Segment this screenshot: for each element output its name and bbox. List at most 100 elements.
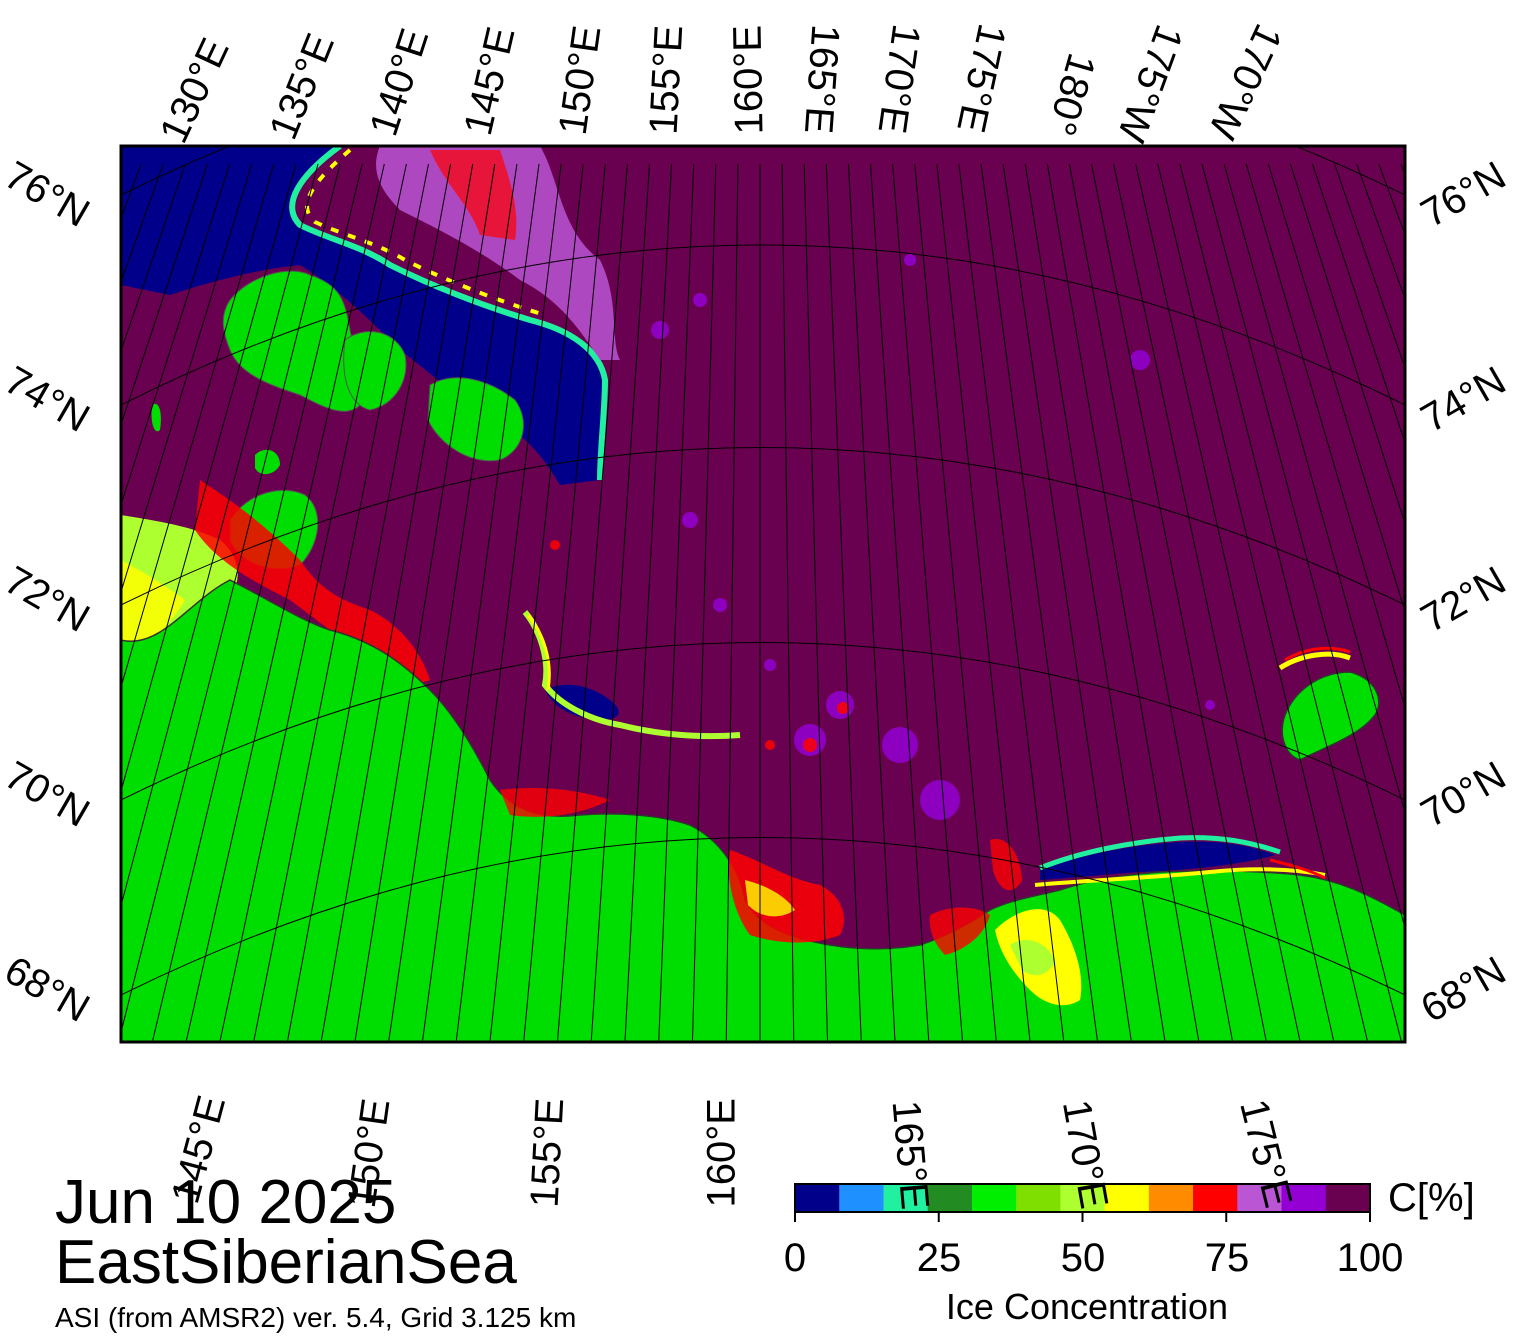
meridian-line bbox=[958, 163, 1065, 1042]
bottom-lon-label: 155°E bbox=[522, 1097, 573, 1209]
meridian-line bbox=[980, 163, 1099, 1042]
coastal-ice-pevek bbox=[929, 907, 990, 955]
meridian-line bbox=[121, 163, 297, 793]
meridian-line bbox=[121, 163, 341, 1035]
wrangel-island bbox=[1281, 671, 1380, 761]
bottom-lon-label: 160°E bbox=[699, 1098, 744, 1208]
colorbar-swatch bbox=[1104, 1184, 1150, 1212]
colorbar-swatch bbox=[971, 1184, 1017, 1212]
meridian-line bbox=[1002, 163, 1132, 1042]
meridian-line bbox=[936, 163, 1031, 1042]
meridian-line bbox=[1334, 163, 1405, 370]
pack-ice-red-north bbox=[430, 150, 517, 240]
meridian-line bbox=[590, 163, 650, 1042]
colorbar-swatch bbox=[1016, 1184, 1061, 1212]
colorbar bbox=[794, 1183, 1371, 1222]
coastal-ice-1000 bbox=[990, 839, 1022, 891]
ice-edge-northwest-warm bbox=[305, 148, 546, 317]
meridian-line bbox=[388, 163, 518, 1042]
meridian-line bbox=[121, 163, 319, 908]
meridian-line bbox=[286, 163, 452, 1042]
meridian-line bbox=[151, 163, 363, 1042]
meridian-line bbox=[1024, 163, 1166, 1042]
ice-streak-central bbox=[545, 684, 619, 720]
colorbar-swatch bbox=[1193, 1184, 1238, 1212]
ice-streak-central-edge bbox=[522, 610, 741, 740]
wrangel-island-ice bbox=[1278, 651, 1351, 671]
coastal-ice-kolyma bbox=[500, 788, 610, 817]
colorbar-tick-label: 100 bbox=[1336, 1236, 1404, 1280]
meridian-line bbox=[121, 163, 231, 507]
meridian-line bbox=[691, 163, 717, 1042]
faddeyevsky-island bbox=[343, 331, 407, 411]
colorbar-title: Ice Concentration bbox=[945, 1286, 1229, 1327]
meridian-line bbox=[489, 163, 584, 1042]
ice-edge-northwest bbox=[289, 146, 609, 481]
meridian-line bbox=[781, 163, 795, 1042]
top-lon-label: 160°E bbox=[725, 24, 772, 135]
colorbar-swatch bbox=[1148, 1184, 1194, 1212]
coastal-ice-bay-east-green bbox=[1010, 940, 1055, 976]
latitude-lines bbox=[121, 146, 1405, 996]
colorbar-tick-label: 50 bbox=[1060, 1236, 1106, 1280]
source-label: ASI (from AMSR2) ver. 5.4, Grid 3.125 km bbox=[55, 1302, 577, 1333]
ice-belt-east-red bbox=[1269, 858, 1326, 880]
meridian-line bbox=[1312, 163, 1405, 445]
top-lon-label: 155°E bbox=[641, 24, 692, 136]
meridian-line bbox=[121, 163, 186, 353]
ice-streak-central-yellow bbox=[526, 614, 551, 691]
meridian-line bbox=[1091, 163, 1267, 1042]
colorbar-swatch bbox=[1237, 1184, 1283, 1212]
meridian-line bbox=[1223, 163, 1405, 815]
colorbar-tick-label: 75 bbox=[1204, 1236, 1250, 1280]
ice-belt-east-yellow bbox=[1034, 867, 1326, 887]
colorbar-tick-label: 0 bbox=[783, 1236, 807, 1280]
meridian-line bbox=[658, 163, 695, 1042]
region-label: EastSiberianSea bbox=[55, 1228, 517, 1297]
coastal-ice-west-yellow bbox=[121, 560, 185, 660]
meridian-line bbox=[455, 163, 562, 1042]
small-islet-1 bbox=[255, 449, 280, 475]
pack-ice-patches-north bbox=[376, 146, 620, 360]
meridian-line bbox=[1113, 163, 1301, 1042]
top-lon-label: 165°E bbox=[795, 23, 848, 136]
meridian-line bbox=[556, 163, 628, 1042]
meridian-line bbox=[1245, 163, 1405, 710]
meridian-line bbox=[121, 163, 253, 594]
meridian-line bbox=[1267, 163, 1405, 614]
meridian-line bbox=[320, 163, 474, 1042]
colorbar-swatch bbox=[1060, 1184, 1106, 1212]
colorbar-tick-label: 25 bbox=[916, 1236, 962, 1280]
colorbar-swatch bbox=[1281, 1184, 1327, 1212]
meridian-line bbox=[185, 163, 385, 1042]
meridian-line bbox=[847, 163, 896, 1042]
meridian-line bbox=[914, 163, 997, 1042]
coastal-ice-west-red bbox=[195, 480, 430, 690]
meridian-line bbox=[354, 163, 496, 1042]
meridian-line bbox=[825, 163, 862, 1042]
meridian-line bbox=[1068, 163, 1234, 1042]
meridian-line bbox=[1179, 163, 1402, 1042]
meridian-line bbox=[1135, 163, 1335, 1042]
map-frame bbox=[119, 144, 1407, 1044]
meridian-line bbox=[219, 163, 407, 1042]
meridian-line bbox=[523, 163, 606, 1042]
meridian-line bbox=[624, 163, 673, 1042]
colorbar-swatch bbox=[839, 1184, 884, 1212]
meridian-line bbox=[1046, 163, 1200, 1042]
meridian-line bbox=[121, 163, 275, 689]
pack-ice-red-scatter bbox=[550, 540, 849, 752]
ice-belt-east-edge bbox=[1039, 835, 1281, 871]
colorbar-swatch bbox=[1325, 1184, 1371, 1212]
meridian-line bbox=[1289, 163, 1405, 526]
new-siberia-island bbox=[427, 377, 524, 462]
longitude-lines bbox=[121, 163, 1405, 1042]
meridian-line bbox=[892, 163, 964, 1042]
date-label: Jun 10 2025 bbox=[55, 1168, 397, 1237]
bottom-lon-label: 165°E bbox=[883, 1098, 937, 1212]
wrangel-island-ice-red bbox=[1284, 646, 1351, 662]
ice-belt-east bbox=[1040, 841, 1275, 880]
meridian-line bbox=[803, 163, 829, 1042]
colorbar-swatch bbox=[795, 1184, 840, 1212]
